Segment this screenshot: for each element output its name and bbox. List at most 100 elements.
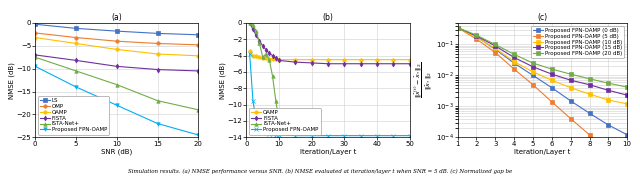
Proposed FPN-OAMP	[262, 132, 270, 134]
Proposed FPN-OAMP (15 dB)	[586, 84, 593, 86]
ISTA-Net+	[269, 75, 276, 77]
Proposed FPN-OAMP (20 dB)	[605, 82, 612, 84]
FISTA	[357, 63, 365, 65]
OAMP	[324, 59, 332, 61]
Proposed FPN-OAMP (5 dB)	[548, 101, 556, 103]
Proposed FPN-OAMP (0 dB)	[510, 62, 518, 64]
OAMP	[31, 36, 39, 39]
OAMP	[272, 58, 280, 60]
Proposed FPN-OAMP	[246, 53, 253, 55]
Proposed FPN-OAMP (0 dB)	[623, 134, 631, 136]
Line: Proposed FPN-OAMP: Proposed FPN-OAMP	[248, 52, 412, 137]
OAMP	[246, 50, 253, 52]
LS	[195, 34, 202, 36]
FISTA	[308, 62, 316, 64]
OAMP	[340, 59, 348, 61]
Proposed FPN-OAMP (20 dB)	[567, 73, 575, 75]
ISTA-Net+	[31, 56, 39, 58]
Proposed FPN-OAMP (5 dB)	[472, 38, 480, 40]
Proposed FPN-OAMP (20 dB)	[492, 43, 499, 46]
X-axis label: Iteration/Layer t: Iteration/Layer t	[514, 149, 571, 155]
Proposed FPN-OAMP (0 dB)	[472, 36, 480, 38]
OAMP	[252, 55, 260, 57]
Proposed FPN-OAMP (10 dB)	[454, 27, 461, 29]
OAMP	[308, 59, 316, 61]
ISTA-Net+	[259, 56, 267, 58]
OAMP	[259, 57, 267, 59]
FISTA	[373, 63, 381, 65]
Proposed FPN-OAMP (20 dB)	[510, 53, 518, 55]
Line: Proposed FPN-OAMP (10 dB): Proposed FPN-OAMP (10 dB)	[456, 26, 629, 106]
FISTA	[255, 40, 263, 42]
Title: (b): (b)	[323, 13, 333, 22]
ISTA-Net+	[275, 120, 283, 122]
FISTA	[252, 34, 260, 36]
Line: Proposed FPN-OAMP (20 dB): Proposed FPN-OAMP (20 dB)	[456, 26, 629, 89]
OAMP	[269, 58, 276, 60]
OMP	[195, 44, 202, 46]
Proposed FPN-OAMP (10 dB)	[623, 103, 631, 105]
FISTA	[113, 65, 120, 67]
Proposed FPN-OAMP	[292, 135, 300, 137]
Proposed FPN-OAMP (15 dB)	[567, 79, 575, 81]
Legend: Proposed FPN-OAMP (0 dB), Proposed FPN-OAMP (5 dB), Proposed FPN-OAMP (10 dB), P: Proposed FPN-OAMP (0 dB), Proposed FPN-O…	[531, 26, 625, 58]
Proposed FPN-OAMP	[269, 133, 276, 135]
Proposed FPN-OAMP	[113, 104, 120, 106]
Proposed FPN-OAMP (5 dB)	[623, 167, 631, 169]
ISTA-Net+	[113, 84, 120, 86]
Proposed FPN-OAMP (10 dB)	[567, 87, 575, 89]
Proposed FPN-OAMP	[357, 135, 365, 137]
OAMP	[292, 59, 300, 61]
Line: FISTA: FISTA	[33, 53, 200, 73]
OAMP	[266, 58, 273, 60]
Proposed FPN-OAMP	[308, 135, 316, 137]
FISTA	[262, 49, 270, 51]
LS	[113, 30, 120, 32]
OMP	[72, 36, 80, 39]
Proposed FPN-OAMP	[275, 134, 283, 136]
FISTA	[31, 54, 39, 56]
Proposed FPN-OAMP (15 dB)	[623, 94, 631, 96]
ISTA-Net+	[266, 59, 273, 61]
OAMP	[249, 55, 257, 57]
Proposed FPN-OAMP	[252, 120, 260, 122]
Proposed FPN-OAMP (15 dB)	[492, 45, 499, 47]
Proposed FPN-OAMP (10 dB)	[492, 47, 499, 49]
Proposed FPN-OAMP	[373, 135, 381, 137]
Proposed FPN-OAMP	[340, 135, 348, 137]
OAMP	[154, 53, 161, 55]
Proposed FPN-OAMP (15 dB)	[548, 73, 556, 75]
Line: FISTA: FISTA	[248, 21, 412, 65]
Proposed FPN-OAMP (15 dB)	[454, 27, 461, 29]
Proposed FPN-OAMP (10 dB)	[586, 93, 593, 95]
Proposed FPN-OAMP (20 dB)	[548, 68, 556, 70]
FISTA	[275, 59, 283, 62]
Proposed FPN-OAMP	[154, 122, 161, 125]
Proposed FPN-OAMP (15 dB)	[529, 66, 537, 68]
Line: Proposed FPN-OAMP: Proposed FPN-OAMP	[33, 65, 200, 137]
Proposed FPN-OAMP (0 dB)	[586, 112, 593, 114]
Line: Proposed FPN-OAMP (0 dB): Proposed FPN-OAMP (0 dB)	[456, 26, 629, 137]
Proposed FPN-OAMP (20 dB)	[454, 27, 461, 29]
ISTA-Net+	[282, 121, 289, 124]
Proposed FPN-OAMP (5 dB)	[454, 27, 461, 29]
FISTA	[259, 45, 267, 47]
OAMP	[255, 56, 263, 58]
Proposed FPN-OAMP (20 dB)	[623, 86, 631, 88]
ISTA-Net+	[195, 109, 202, 111]
Line: OMP: OMP	[33, 31, 200, 47]
Proposed FPN-OAMP (20 dB)	[472, 34, 480, 36]
Line: OAMP: OAMP	[248, 50, 412, 61]
Proposed FPN-OAMP	[249, 99, 257, 102]
OMP	[31, 32, 39, 34]
Proposed FPN-OAMP (5 dB)	[529, 84, 537, 86]
Title: (c): (c)	[538, 13, 547, 22]
Proposed FPN-OAMP (10 dB)	[510, 61, 518, 63]
Line: ISTA-Net+: ISTA-Net+	[33, 55, 200, 112]
Proposed FPN-OAMP (0 dB)	[605, 124, 612, 126]
ISTA-Net+	[252, 30, 260, 32]
FISTA	[246, 22, 253, 24]
Proposed FPN-OAMP (20 dB)	[529, 62, 537, 64]
OAMP	[195, 55, 202, 57]
LS	[72, 27, 80, 29]
